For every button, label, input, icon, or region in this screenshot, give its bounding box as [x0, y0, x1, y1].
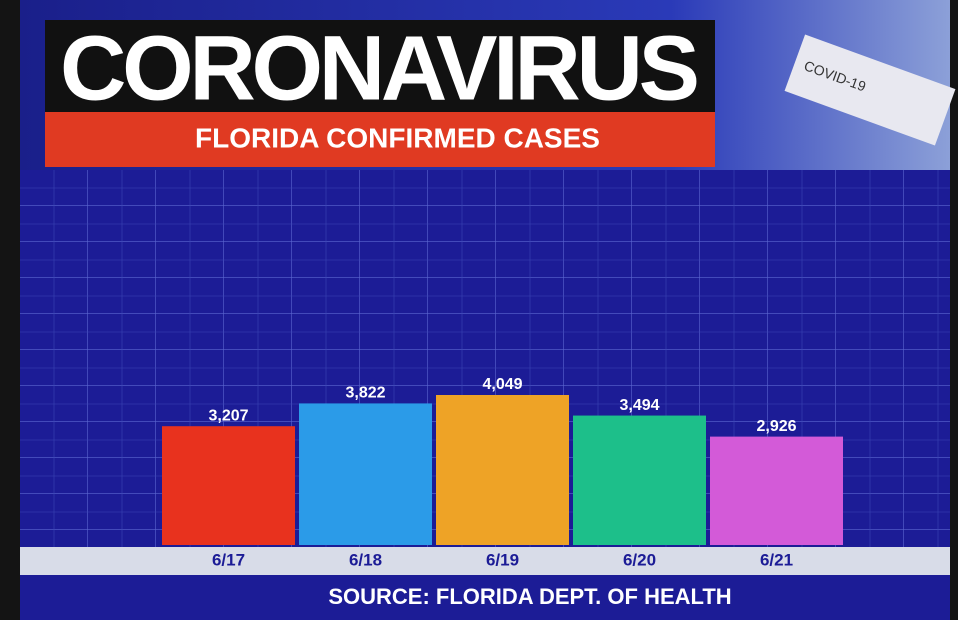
- title-box: [45, 20, 715, 120]
- value-label: 4,049: [482, 376, 522, 393]
- subtitle: FLORIDA CONFIRMED CASES: [195, 122, 600, 153]
- bar: [162, 426, 295, 545]
- value-label: 2,926: [756, 418, 796, 435]
- x-tick-label: 6/20: [623, 550, 656, 569]
- x-tick-label: 6/19: [486, 550, 519, 569]
- bar: [436, 395, 569, 545]
- source: SOURCE: FLORIDA DEPT. OF HEALTH: [328, 584, 731, 609]
- title: CORONAVIRUS: [60, 17, 700, 119]
- value-label: 3,494: [619, 397, 659, 414]
- value-label: 3,822: [345, 385, 385, 402]
- bar: [573, 415, 706, 545]
- bar: [299, 403, 432, 545]
- x-tick-label: 6/21: [760, 550, 793, 569]
- value-label: 3,207: [208, 407, 248, 424]
- x-tick-label: 6/18: [349, 550, 382, 569]
- x-tick-label: 6/17: [212, 550, 245, 569]
- badge-bg: [784, 34, 956, 146]
- bar: [710, 436, 843, 545]
- subtitle-strip: [45, 112, 715, 167]
- source-strip: [20, 575, 950, 620]
- axis-strip: [20, 547, 950, 575]
